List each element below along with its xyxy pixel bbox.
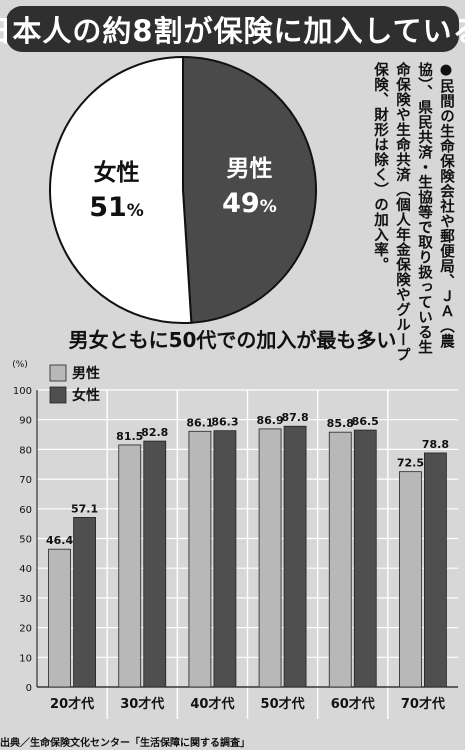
bar-male	[118, 444, 142, 688]
x-tick-label: 20才代	[50, 696, 94, 712]
y-tick-label: 80	[19, 445, 32, 456]
data-label: 85.8	[327, 417, 354, 430]
y-tick-label: 40	[19, 564, 32, 575]
bar-female	[143, 440, 167, 688]
bar-male	[258, 428, 282, 688]
chart-title: 男女ともに50代での加入が最も多い	[68, 328, 397, 352]
y-tick-label: 60	[19, 505, 32, 516]
bar-male	[328, 431, 352, 688]
page-title: 日本人の約8割が保険に加入している	[0, 14, 465, 48]
data-label: 86.3	[211, 416, 238, 429]
legend-label-female: 女性	[72, 387, 100, 404]
x-tick-label: 60才代	[331, 696, 375, 712]
gender-pie-chart: 男性 49% 女性 51%	[49, 55, 318, 324]
y-tick-label: 10	[19, 653, 32, 664]
data-label: 46.4	[46, 534, 73, 547]
data-label: 72.5	[397, 457, 424, 470]
data-label: 86.9	[257, 414, 284, 427]
x-tick-label: 30才代	[120, 696, 164, 712]
bar-female	[283, 425, 307, 688]
legend-swatch-male	[49, 364, 67, 382]
bar-female	[353, 429, 377, 688]
x-tick-label: 40才代	[190, 696, 234, 712]
bar-female	[213, 430, 237, 688]
data-label: 86.1	[186, 416, 213, 429]
y-tick-label: 100	[13, 386, 32, 397]
legend-label-male: 男性	[72, 365, 100, 382]
data-label: 87.8	[282, 411, 309, 424]
note-text: ●民間の生命保険会社や郵便局、ＪＡ（農協）、県民共済・生協等で取り扱っている生命…	[372, 62, 454, 362]
pie-slice-male	[182, 55, 318, 324]
source-footer: 出典／生命保険文化センター「生活保障に関する調査」	[0, 738, 250, 749]
y-axis-label: (%)	[12, 360, 28, 370]
y-tick-label: 50	[19, 535, 32, 546]
y-tick-label: 20	[19, 624, 32, 635]
bar-male	[188, 430, 212, 688]
data-label: 57.1	[71, 502, 98, 515]
data-label: 82.8	[141, 426, 168, 439]
title-banner: 日本人の約8割が保険に加入している	[0, 6, 465, 52]
bar-female	[73, 517, 96, 688]
data-label: 81.5	[116, 430, 143, 443]
bar-male	[48, 548, 71, 688]
y-tick-label: 90	[19, 416, 32, 427]
y-tick-label: 0	[26, 683, 32, 694]
data-label: 86.5	[352, 415, 379, 428]
y-tick-label: 70	[19, 475, 32, 486]
pie-value-female: 51%	[89, 192, 144, 223]
pie-value-male: 49%	[222, 188, 277, 219]
pie-label-female: 女性	[94, 159, 140, 186]
bar-female	[424, 452, 447, 688]
age-bar-chart: 0 10 20 30 40 50 60 70 80 90 100 (%) 46.4 57.1 20才代 81.…	[12, 360, 458, 719]
data-label: 78.8	[422, 438, 449, 451]
x-tick-label: 70才代	[401, 696, 445, 712]
bar-male	[399, 471, 422, 688]
pie-label-male: 男性	[226, 156, 272, 182]
legend-swatch-female	[49, 386, 67, 404]
x-tick-label: 50才代	[261, 696, 305, 712]
y-tick-label: 30	[19, 594, 32, 605]
pie-slice-female	[49, 55, 193, 324]
